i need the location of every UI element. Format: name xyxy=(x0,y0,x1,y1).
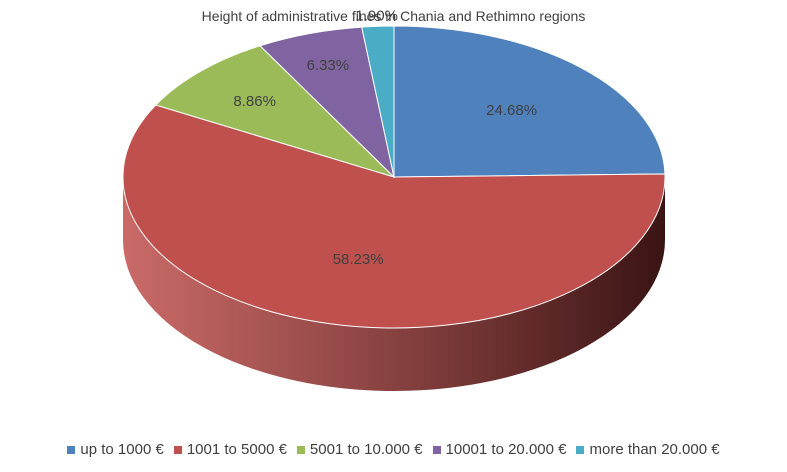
legend-item-2: 5001 to 10.000 € xyxy=(296,441,423,458)
legend-swatch-3 xyxy=(432,445,441,454)
data-label-2: 8.86% xyxy=(233,93,276,110)
pie-slice-1 xyxy=(122,104,666,329)
legend-label-2: 5001 to 10.000 € xyxy=(309,441,423,458)
pie-slice-2 xyxy=(154,45,395,178)
chart-title: Height of administrative fines in Chania… xyxy=(201,8,586,24)
pie-slice-0 xyxy=(393,25,666,178)
pie-slice-4 xyxy=(361,25,395,178)
data-label-4: 1.90% xyxy=(355,8,398,25)
pie-sides xyxy=(123,177,665,391)
legend-label-1: 1001 to 5000 € xyxy=(186,441,287,458)
legend-item-1: 1001 to 5000 € xyxy=(173,441,287,458)
legend-item-3: 10001 to 20.000 € xyxy=(432,441,567,458)
pie-chart: 24.68% 58.23% 8.86% 6.33% 1.90% xyxy=(122,8,666,391)
data-label-0: 24.68% xyxy=(486,102,537,119)
pie-data-labels: 24.68% 58.23% 8.86% 6.33% 1.90% xyxy=(233,8,537,268)
data-label-1: 58.23% xyxy=(333,251,384,268)
legend-item-0: up to 1000 € xyxy=(67,441,164,458)
pie-slice-side-1 xyxy=(123,177,665,391)
legend-swatch-4 xyxy=(576,445,585,454)
legend-item-4: more than 20.000 € xyxy=(576,441,720,458)
legend-label-0: up to 1000 € xyxy=(80,441,164,458)
legend-label-3: 10001 to 20.000 € xyxy=(445,441,567,458)
data-label-3: 6.33% xyxy=(307,57,350,74)
legend: up to 1000 € 1001 to 5000 € 5001 to 10.000… xyxy=(0,441,787,458)
legend-swatch-0 xyxy=(67,445,76,454)
pie-slices xyxy=(122,25,666,329)
legend-swatch-1 xyxy=(173,445,182,454)
legend-swatch-2 xyxy=(296,445,305,454)
legend-label-4: more than 20.000 € xyxy=(589,441,720,458)
